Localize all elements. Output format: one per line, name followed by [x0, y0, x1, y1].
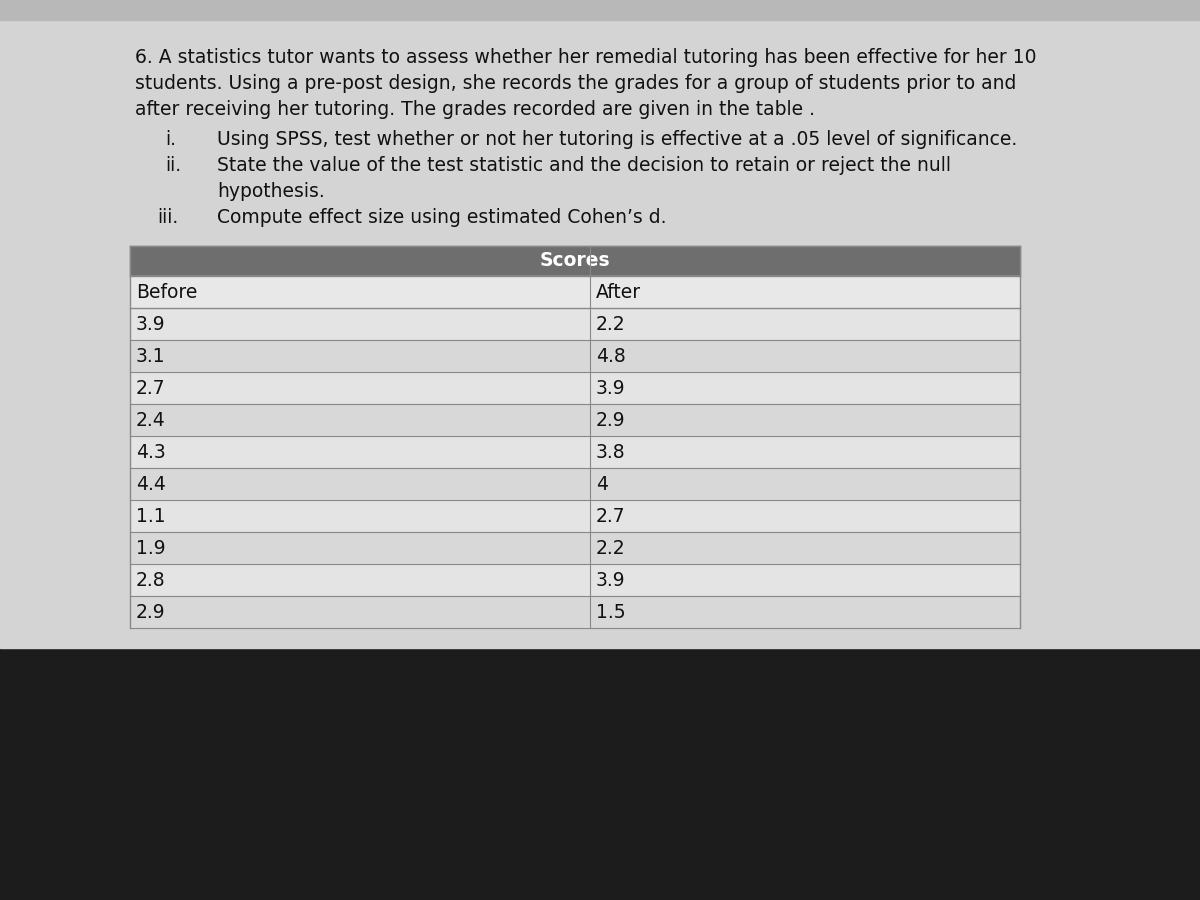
- Text: 3.1: 3.1: [136, 346, 166, 365]
- Bar: [130, 564, 1020, 596]
- Text: 6. A statistics tutor wants to assess whether her remedial tutoring has been eff: 6. A statistics tutor wants to assess wh…: [134, 48, 1037, 67]
- Text: 1.5: 1.5: [596, 602, 625, 622]
- Text: ii.: ii.: [166, 156, 181, 175]
- Text: 2.8: 2.8: [136, 571, 166, 590]
- Text: 3.9: 3.9: [596, 571, 625, 590]
- Text: 4.4: 4.4: [136, 474, 166, 493]
- Bar: [130, 308, 1020, 340]
- Text: i.: i.: [166, 130, 176, 149]
- Text: 4: 4: [596, 474, 608, 493]
- Text: 2.9: 2.9: [596, 410, 625, 429]
- Bar: [130, 246, 1020, 276]
- Text: Scores: Scores: [540, 251, 611, 271]
- Text: 2.7: 2.7: [596, 507, 625, 526]
- Text: 2.9: 2.9: [136, 602, 166, 622]
- Bar: [130, 436, 1020, 468]
- Text: 4.8: 4.8: [596, 346, 625, 365]
- Bar: [130, 532, 1020, 564]
- Text: 2.4: 2.4: [136, 410, 166, 429]
- Text: State the value of the test statistic and the decision to retain or reject the n: State the value of the test statistic an…: [217, 156, 952, 175]
- Text: After: After: [596, 283, 641, 302]
- Text: 3.8: 3.8: [596, 443, 625, 462]
- Bar: [130, 372, 1020, 404]
- Text: students. Using a pre-post design, she records the grades for a group of student: students. Using a pre-post design, she r…: [134, 74, 1016, 93]
- Bar: [0, 0, 1200, 648]
- Bar: [0, 0, 1200, 20]
- Text: 3.9: 3.9: [136, 314, 166, 334]
- Text: 1.1: 1.1: [136, 507, 166, 526]
- Text: 2.2: 2.2: [596, 538, 625, 557]
- Bar: [130, 468, 1020, 500]
- Text: iii.: iii.: [157, 208, 179, 227]
- Bar: [130, 340, 1020, 372]
- Text: 1.9: 1.9: [136, 538, 166, 557]
- Text: 3.9: 3.9: [596, 379, 625, 398]
- Bar: [130, 404, 1020, 436]
- Bar: [130, 276, 1020, 308]
- Text: 4.3: 4.3: [136, 443, 166, 462]
- Bar: [130, 500, 1020, 532]
- Bar: [130, 596, 1020, 628]
- Text: Before: Before: [136, 283, 197, 302]
- Bar: [0, 648, 1200, 900]
- Text: 2.7: 2.7: [136, 379, 166, 398]
- Text: Compute effect size using estimated Cohen’s d.: Compute effect size using estimated Cohe…: [217, 208, 666, 227]
- Text: hypothesis.: hypothesis.: [217, 182, 325, 201]
- Text: after receiving her tutoring. The grades recorded are given in the table .: after receiving her tutoring. The grades…: [134, 100, 815, 119]
- Text: Using SPSS, test whether or not her tutoring is effective at a .05 level of sign: Using SPSS, test whether or not her tuto…: [217, 130, 1018, 149]
- Text: 2.2: 2.2: [596, 314, 625, 334]
